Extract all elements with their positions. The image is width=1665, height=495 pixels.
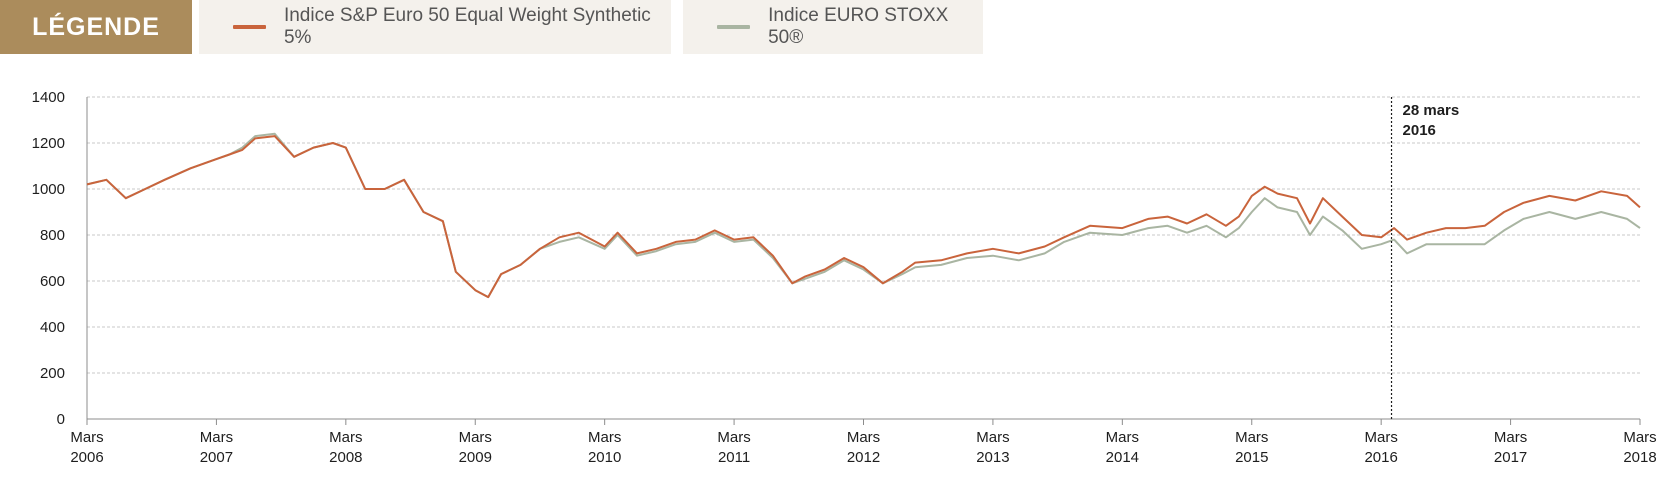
x-axis: Mars 2006 Mars 2007 Mars 2008 Mars 2009 Mars 2010… (70, 418, 1657, 466)
y-tick-label: 1400 (32, 89, 65, 106)
legend: LÉGENDE Indice S&P Euro 50 Equal Weight … (0, 0, 1665, 54)
y-tick-label: 1200 (32, 135, 65, 152)
series-line-euro-stoxx-50 (86, 132, 1641, 299)
x-tick-label: Mars 2014 (1106, 429, 1139, 466)
legend-label: Indice EURO STOXX 50® (768, 5, 949, 48)
x-tick-label: Mars 2007 (200, 429, 233, 466)
y-tick-label: 800 (40, 227, 65, 244)
x-tick-label: Mars 2013 (976, 429, 1009, 466)
legend-item-euro-stoxx-50: Indice EURO STOXX 50® (683, 0, 983, 54)
line-swatch-icon (233, 25, 266, 29)
y-tick-label: 600 (40, 273, 65, 290)
x-tick-label: Mars 2015 (1235, 429, 1268, 466)
legend-label: Indice S&P Euro 50 Equal Weight Syntheti… (283, 5, 651, 48)
x-tick-label: Mars 2011 (717, 429, 750, 466)
series-line-sp-euro-50 (86, 135, 1641, 299)
x-tick-label: Mars 2012 (847, 429, 880, 466)
annotation: 28 mars 2016 (1390, 97, 1460, 419)
y-tick-label: 200 (40, 365, 65, 382)
x-tick-label: Mars 2017 (1494, 429, 1527, 466)
x-tick-label: Mars 2006 (70, 429, 103, 466)
x-tick-label: Mars 2009 (459, 429, 492, 466)
x-tick-label: Mars 2010 (588, 429, 621, 466)
y-tick-label: 1000 (32, 181, 65, 198)
legend-title: LÉGENDE (0, 0, 192, 54)
y-tick-label: 0 (57, 411, 65, 428)
series-layer (86, 132, 1641, 299)
line-swatch-icon (717, 25, 751, 29)
annotation-label: 28 mars 2016 (1403, 102, 1460, 139)
y-axis: 0 200 400 600 800 1000 1200 1400 (32, 89, 88, 428)
legend-item-sp-euro-50: Indice S&P Euro 50 Equal Weight Syntheti… (199, 0, 671, 54)
x-tick-label: Mars 2008 (329, 429, 362, 466)
x-tick-label: Mars 2018 (1623, 429, 1656, 466)
x-tick-label: Mars 2016 (1364, 429, 1397, 466)
grid (87, 96, 1640, 374)
y-tick-label: 400 (40, 319, 65, 336)
